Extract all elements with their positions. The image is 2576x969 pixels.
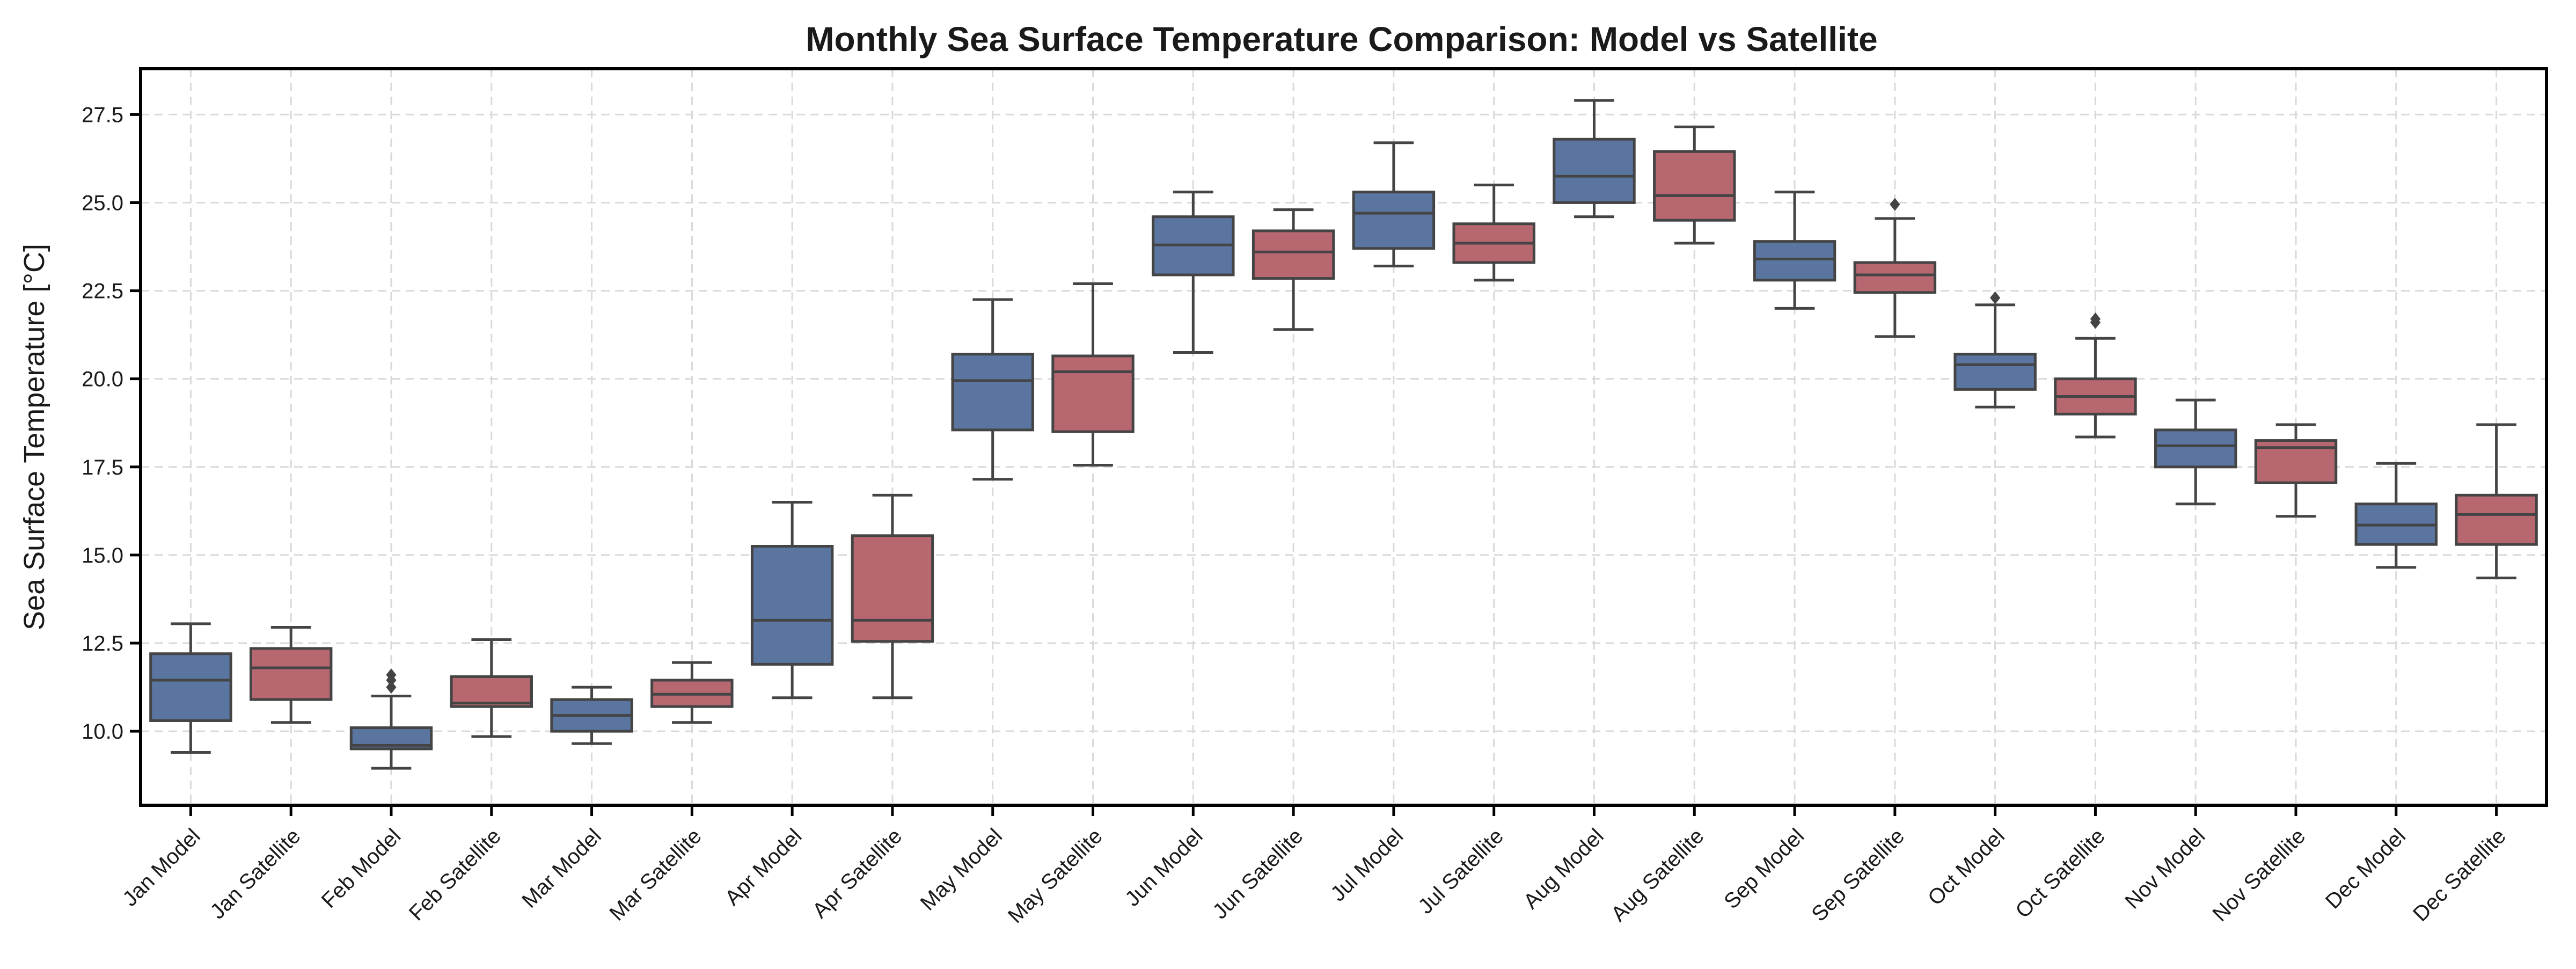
y-tick-label: 22.5 [82, 280, 123, 303]
iqr-box [249, 647, 333, 701]
box-oct-model [1953, 291, 2037, 409]
box-nov-satellite [2254, 423, 2338, 518]
iqr-box [1352, 191, 1436, 250]
box-mar-satellite [650, 661, 734, 724]
box-apr-model [750, 500, 834, 700]
iqr-box [851, 534, 934, 643]
box-dec-model [2354, 462, 2438, 569]
iqr-box [1753, 240, 1836, 282]
y-tick-label: 12.5 [82, 632, 123, 655]
outlier-point [386, 668, 397, 682]
iqr-box [1553, 137, 1636, 204]
box-aug-satellite [1653, 125, 1736, 245]
iqr-box [750, 545, 834, 666]
box-layer [149, 99, 2538, 770]
iqr-box [2154, 428, 2237, 469]
box-jul-model [1352, 141, 1436, 268]
iqr-box [1653, 150, 1736, 222]
outlier-point [2090, 312, 2101, 326]
box-may-satellite [1051, 282, 1135, 467]
box-jan-satellite [249, 625, 333, 724]
iqr-box [149, 652, 232, 722]
outlier-point [1990, 291, 2001, 304]
y-tick-label: 20.0 [82, 368, 123, 391]
y-tick-label: 15.0 [82, 544, 123, 567]
chart-title: Monthly Sea Surface Temperature Comparis… [806, 20, 1878, 59]
box-feb-satellite [450, 638, 533, 738]
box-apr-satellite [851, 493, 934, 700]
box-may-model [951, 298, 1034, 481]
box-jun-model [1152, 191, 1235, 354]
box-jan-model [149, 622, 232, 754]
outlier-point [1890, 198, 1900, 211]
box-mar-model [550, 686, 633, 745]
iqr-box [1853, 261, 1937, 294]
box-jun-satellite [1252, 208, 1335, 331]
iqr-box [2455, 493, 2538, 546]
iqr-box [1252, 229, 1335, 280]
y-tick-label: 17.5 [82, 456, 123, 479]
box-aug-model [1553, 99, 1636, 218]
box-feb-model [349, 668, 433, 770]
box-sep-model [1753, 191, 1836, 310]
iqr-box [951, 353, 1034, 432]
y-axis-label: Sea Surface Temperature [°C] [18, 244, 50, 630]
plot-frame [139, 67, 2548, 807]
y-tick-label: 10.0 [82, 720, 123, 744]
box-dec-satellite [2455, 423, 2538, 580]
box-nov-model [2154, 398, 2237, 506]
box-oct-satellite [2054, 312, 2137, 439]
y-tick-label: 27.5 [82, 103, 123, 127]
outlier-point [386, 681, 397, 694]
iqr-box [1953, 353, 2037, 391]
iqr-box [450, 675, 533, 708]
y-tick-label: 25.0 [82, 191, 123, 215]
box-jul-satellite [1452, 184, 1535, 282]
box-sep-satellite [1853, 198, 1937, 338]
iqr-box [1051, 354, 1135, 433]
